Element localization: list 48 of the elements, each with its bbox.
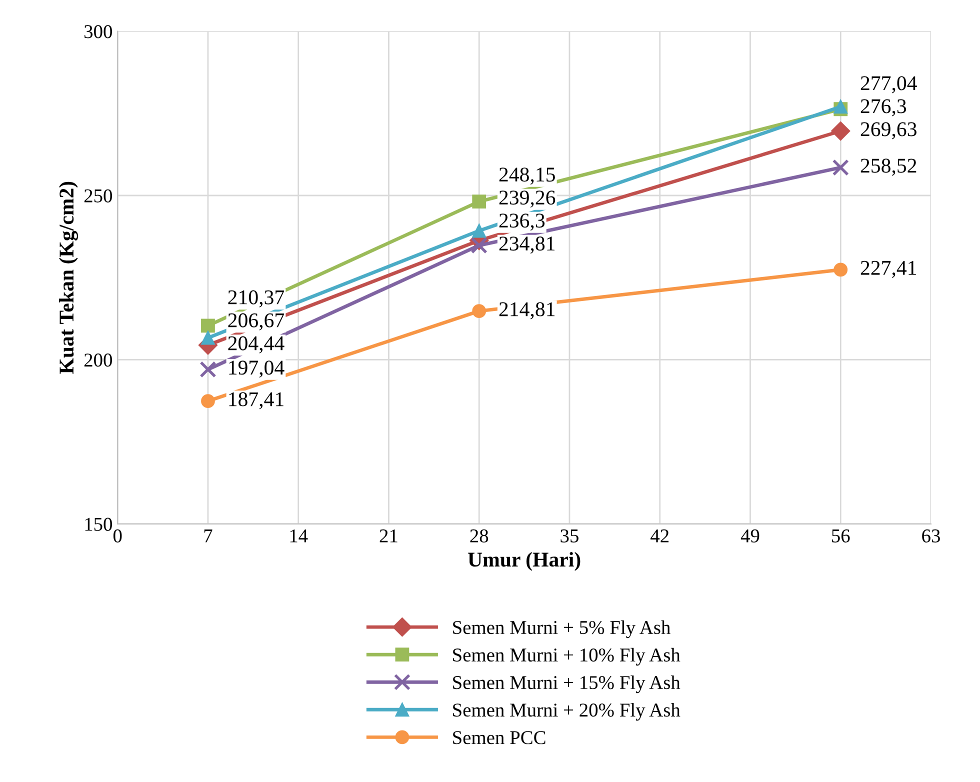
data-label: 276,3 [860, 99, 906, 116]
legend-label: Semen Murni + 10% Fly Ash [453, 648, 680, 666]
point [470, 237, 488, 254]
legend-label: Semen Murni + 20% Fly Ash [453, 702, 680, 721]
point [201, 330, 215, 345]
x-tick-label: 35 [560, 529, 578, 542]
data-label: 187,41 [229, 392, 284, 410]
point [831, 121, 850, 141]
data-label: 277,04 [860, 76, 917, 94]
x-tick-label: 14 [290, 529, 308, 542]
y-tick-label: 150 [85, 518, 112, 531]
data-label: 210,37 [228, 290, 284, 308]
point [472, 304, 486, 318]
y-tick-label: 200 [84, 354, 112, 367]
data-label: 204,44 [228, 336, 284, 354]
x-axis-title: Umur (Hari) [468, 552, 580, 571]
x-tick-label: 42 [650, 529, 669, 542]
point [472, 194, 486, 209]
point [201, 394, 215, 408]
point [834, 262, 848, 277]
point [200, 361, 216, 378]
data-label: 239,26 [499, 190, 556, 208]
legend-label: Semen Murni + 15% Fly Ash [453, 675, 680, 694]
x-tick-label: 21 [380, 529, 398, 542]
point [834, 100, 848, 114]
x-tick-label: 49 [740, 529, 760, 542]
y-axis-title: Kuat Tekan (Kg/cm2) [58, 182, 78, 374]
data-label: 214,81 [499, 302, 555, 320]
x-tick-label: 28 [470, 529, 488, 542]
data-label: 197,04 [229, 360, 284, 378]
y-tick-label: 300 [84, 25, 112, 38]
x-tick-label: 0 [113, 529, 122, 542]
data-label: 236,3 [499, 214, 545, 231]
x-tick-label: 56 [832, 529, 850, 542]
point [832, 159, 849, 176]
x-tick-label: 7 [204, 530, 212, 542]
legend-label: Semen PCC [453, 731, 546, 744]
point [201, 318, 215, 333]
data-label: 269,63 [860, 122, 916, 140]
data-label: 227,41 [860, 260, 916, 278]
legend-label: Semen Murni + 5% Fly Ash [453, 620, 670, 638]
data-label: 258,52 [860, 158, 916, 176]
data-label: 248,15 [499, 168, 555, 185]
data-label: 234,81 [499, 236, 555, 254]
y-tick-label: 250 [84, 189, 112, 202]
x-tick-label: 63 [922, 529, 940, 542]
point [472, 224, 486, 238]
data-label: 206,67 [228, 313, 284, 330]
